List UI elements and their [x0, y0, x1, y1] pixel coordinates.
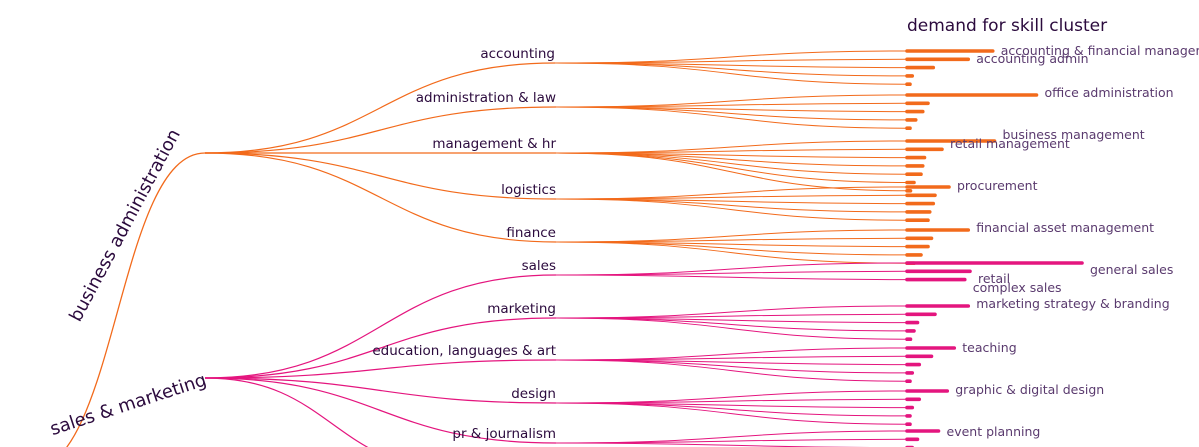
leaf-link — [555, 355, 908, 361]
leaf-link — [555, 152, 908, 175]
leaf-link — [555, 270, 908, 276]
subgroup-label-management-hr: management & hr — [432, 136, 556, 152]
link-logistics — [204, 152, 557, 200]
cluster-label-accounting-admin: accounting admin — [976, 51, 1088, 66]
cluster-label-general-sales: general sales — [1090, 262, 1173, 277]
root-label-business-administration: business administration — [65, 126, 184, 326]
cluster-label-event-planning: event planning — [947, 424, 1041, 439]
leaf-link — [555, 398, 908, 404]
cluster-label-complex-sales: complex sales — [973, 280, 1062, 295]
subgroup-label-administration-law: administration & law — [416, 90, 556, 106]
cluster-label-accounting-financial-management: accounting & financial management — [1001, 43, 1199, 58]
leaf-link — [555, 106, 908, 129]
cluster-label-marketing-strategy-branding: marketing strategy & branding — [976, 296, 1169, 311]
leaf-link — [555, 198, 908, 221]
leaf-link — [555, 152, 908, 192]
link-l — [204, 377, 369, 447]
link-education-languages-art — [204, 359, 557, 379]
subgroup-label-marketing: marketing — [487, 301, 556, 317]
tree-links — [65, 50, 908, 447]
subgroup-label-accounting: accounting — [480, 46, 555, 62]
link-finance — [204, 152, 557, 243]
subgroup-label-finance: finance — [506, 225, 556, 241]
root-label-sales-marketing: sales & marketing — [48, 370, 210, 440]
link-marketing — [204, 317, 557, 379]
leaf-link — [555, 359, 908, 382]
leaf-link — [555, 438, 908, 444]
leaf-link — [555, 317, 908, 340]
chart-title: demand for skill cluster — [907, 16, 1107, 36]
leaf-link — [555, 148, 908, 154]
subgroup-label-pr-journalism: pr & journalism — [452, 426, 556, 442]
subgroup-label-design: design — [511, 386, 556, 402]
cluster-label-graphic-digital-design: graphic & digital design — [955, 382, 1104, 397]
subgroup-label-education-languages-art: education, languages & art — [372, 343, 556, 359]
leaf-link — [555, 402, 908, 425]
leaf-link — [555, 102, 908, 108]
leaf-link — [554, 62, 908, 85]
leaf-link — [555, 274, 908, 281]
root-stem-link — [65, 152, 206, 447]
link-accounting — [204, 62, 556, 154]
cluster-label-teaching: teaching — [962, 340, 1016, 355]
link-pr-journalism — [204, 377, 557, 444]
leaf-link — [555, 442, 867, 447]
subgroup-label-logistics: logistics — [501, 182, 556, 198]
leaf-link — [555, 237, 908, 243]
leaf-link — [555, 313, 908, 319]
leaf-link — [555, 194, 908, 200]
tree-labels: accounting accounting & financial managem… — [48, 43, 1199, 442]
demand-bars — [905, 49, 1084, 447]
cluster-label-office-administration: office administration — [1045, 85, 1174, 100]
cluster-label-retail-management: retail management — [950, 136, 1070, 151]
cluster-label-procurement: procurement — [957, 178, 1038, 193]
leaf-link — [554, 58, 908, 64]
cluster-label-financial-asset-management: financial asset management — [976, 220, 1154, 235]
subgroup-label-sales: sales — [522, 258, 556, 274]
cluster-label-retail: retail — [978, 271, 1010, 286]
link-administration-law — [204, 106, 557, 154]
leaf-link — [555, 241, 908, 264]
link-sales — [204, 274, 557, 379]
link-design — [204, 377, 557, 404]
cluster-label-business-management: business management — [1003, 127, 1145, 142]
